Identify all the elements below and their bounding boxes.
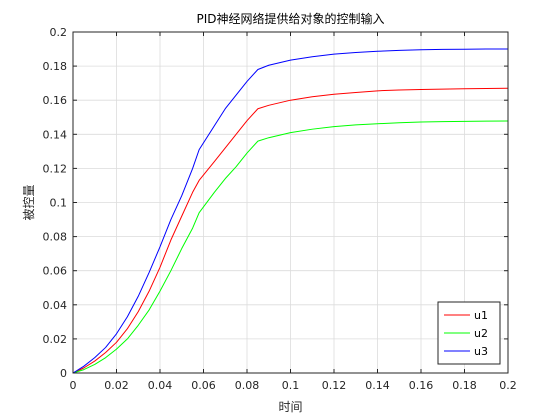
y-tick-label: 0.06 [43, 265, 68, 278]
y-tick-label: 0.08 [43, 231, 68, 244]
y-tick-label: 0.1 [50, 197, 68, 210]
legend-label-u1: u1 [474, 309, 488, 322]
x-tick-label: 0.14 [365, 379, 390, 392]
x-tick-label: 0.18 [452, 379, 477, 392]
y-tick-label: 0.04 [43, 299, 68, 312]
x-tick-labels: 0 0.02 0.04 0.06 0.08 0.1 0.12 0.14 0.16 0.18 0.2 [70, 379, 517, 392]
legend: u1 u2 u3 [437, 301, 501, 365]
x-tick-label: 0.1 [282, 379, 300, 392]
x-tick-label: 0.04 [148, 379, 173, 392]
x-tick-label: 0 [70, 379, 77, 392]
y-tick-label: 0.02 [43, 333, 68, 346]
x-tick-label: 0.06 [191, 379, 216, 392]
chart-title: PID神经网络提供给对象的控制输入 [196, 11, 384, 26]
x-tick-label: 0.2 [499, 379, 517, 392]
x-axis-label: 时间 [278, 400, 302, 414]
series-line-u1 [72, 87, 509, 374]
y-tick-label: 0.16 [43, 94, 68, 107]
axis-ticks [72, 31, 509, 374]
x-tick-label: 0.12 [322, 379, 347, 392]
series-line-u3 [72, 48, 508, 374]
y-axis-label: 被控量 [22, 184, 36, 220]
x-tick-label: 0.08 [235, 379, 260, 392]
x-tick-label: 0.16 [409, 379, 434, 392]
y-tick-label: 0.18 [43, 60, 68, 73]
y-tick-label: 0.14 [43, 128, 68, 141]
x-tick-label: 0.02 [104, 379, 129, 392]
y-tick-labels: 0 0.02 0.04 0.06 0.08 0.1 0.12 0.14 0.16 0.18 0.2 [43, 26, 68, 380]
y-tick-label: 0.12 [43, 162, 68, 175]
y-tick-label: 0.2 [50, 26, 68, 39]
series-lines [72, 48, 509, 374]
series-line-u2 [72, 120, 509, 374]
y-tick-label: 0 [60, 367, 67, 380]
legend-label-u2: u2 [474, 327, 488, 340]
legend-label-u3: u3 [474, 345, 488, 358]
